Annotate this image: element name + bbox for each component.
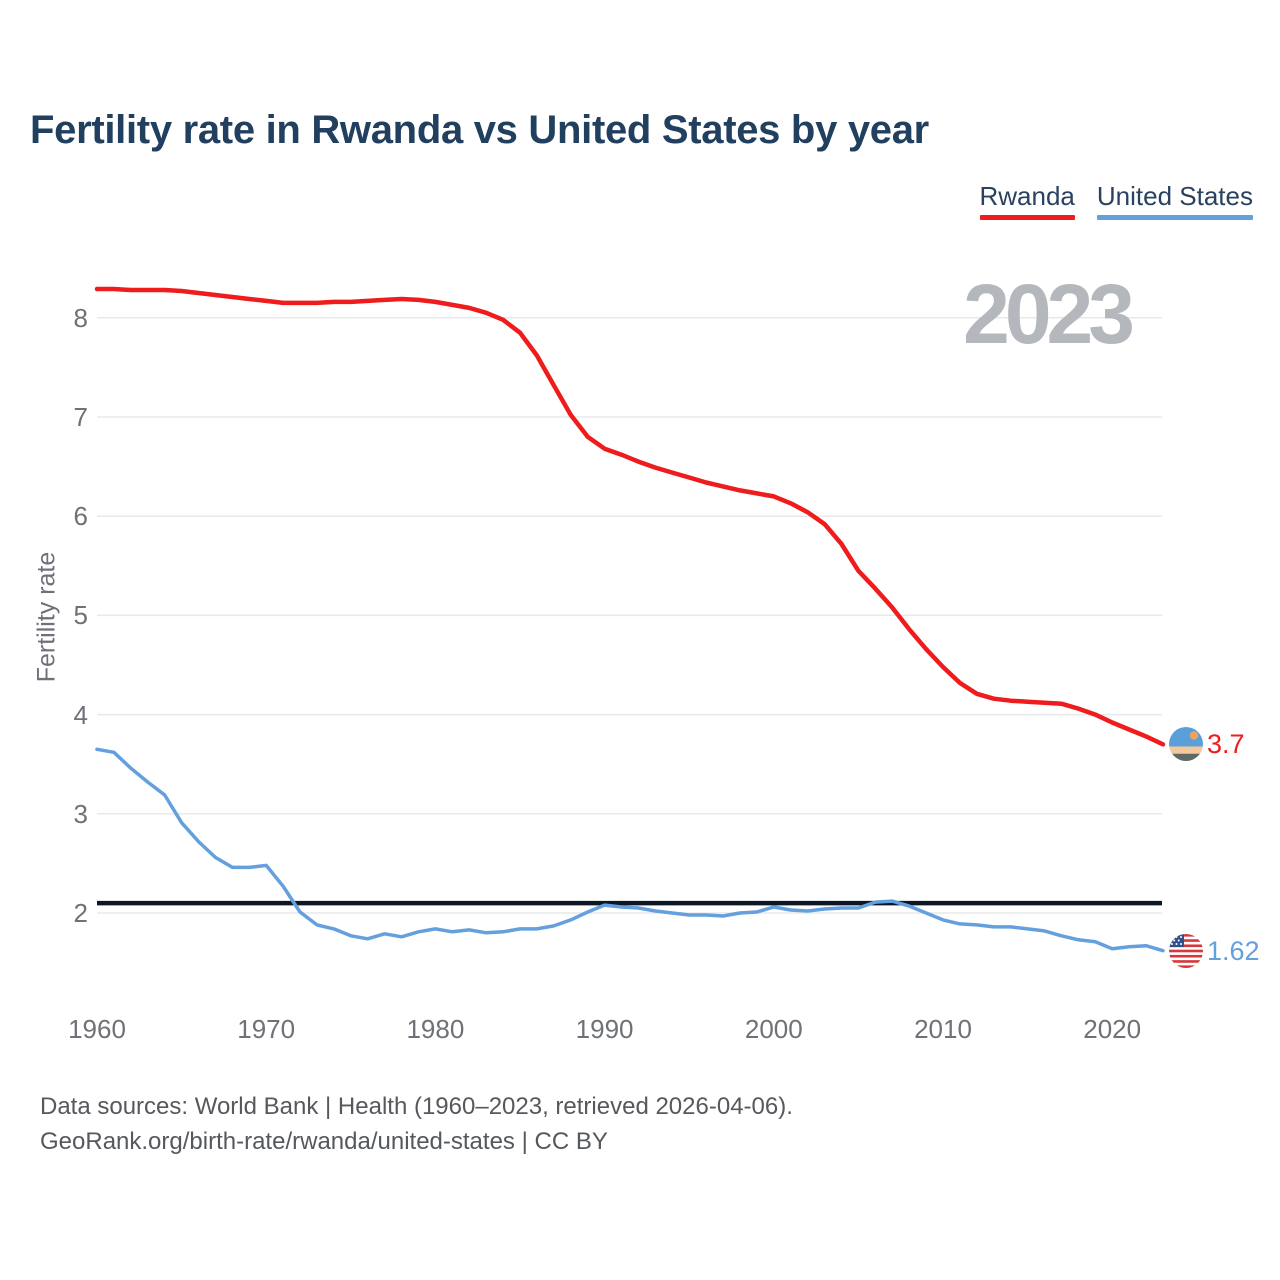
footer: Data sources: World Bank | Health (1960–… xyxy=(40,1089,793,1159)
legend: Rwanda United States xyxy=(979,181,1253,220)
us-flag-icon xyxy=(1168,933,1203,968)
y-tick-label: 7 xyxy=(73,402,88,432)
x-tick-label: 2020 xyxy=(1083,1014,1142,1044)
legend-item-rwanda[interactable]: Rwanda xyxy=(979,181,1075,220)
y-tick-label: 5 xyxy=(73,600,88,631)
x-tick-label: 1960 xyxy=(68,1014,126,1044)
footer-data-sources: Data sources: World Bank | Health (1960–… xyxy=(40,1093,793,1120)
y-tick-label: 4 xyxy=(73,699,88,730)
x-tick-label: 1980 xyxy=(406,1014,465,1044)
us-end-value: 1.62 xyxy=(1207,935,1260,966)
year-watermark: 2023 xyxy=(963,267,1135,361)
x-tick-label: 1970 xyxy=(237,1014,296,1044)
x-tick-label: 2000 xyxy=(744,1014,803,1044)
series-line-us xyxy=(95,747,1165,953)
y-tick-label: 8 xyxy=(73,302,88,333)
footer-attribution: GeoRank.org/birth-rate/rwanda/united-sta… xyxy=(40,1128,608,1155)
page-title: Fertility rate in Rwanda vs United State… xyxy=(30,108,929,152)
legend-swatch-united-states xyxy=(1096,214,1253,220)
legend-label-united-states: United States xyxy=(1096,181,1253,211)
y-tick-label: 6 xyxy=(73,501,88,532)
y-tick-label: 3 xyxy=(73,798,88,829)
legend-label-rwanda: Rwanda xyxy=(979,181,1075,211)
rwanda-end-value: 3.7 xyxy=(1207,729,1245,760)
x-tick-label: 1990 xyxy=(575,1014,634,1044)
legend-item-united-states[interactable]: United States xyxy=(1096,181,1253,220)
series-line-rw xyxy=(94,286,1166,747)
y-axis-title: Fertility rate xyxy=(32,551,61,683)
legend-swatch-rwanda xyxy=(979,214,1075,220)
x-tick-label: 2010 xyxy=(914,1014,972,1044)
rwanda-flag-icon xyxy=(1168,727,1203,762)
y-tick-label: 2 xyxy=(73,898,88,928)
